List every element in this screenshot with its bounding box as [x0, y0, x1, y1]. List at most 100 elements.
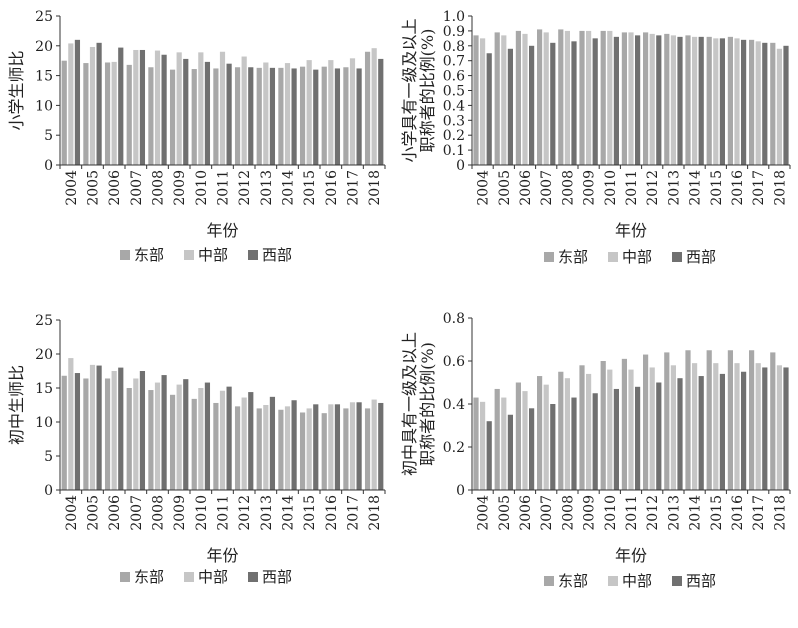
bar-中部-2004: [68, 43, 74, 165]
bar-西部-2007: [550, 42, 556, 165]
legend-swatch-东部: [544, 252, 554, 262]
x-tick-label: 2012: [645, 170, 661, 206]
x-tick-label: 2004: [64, 495, 80, 531]
bar-中部-2005: [89, 46, 96, 165]
bar-西部-2009: [592, 393, 598, 490]
bar-东部-2015: [299, 412, 306, 490]
bar-西部-2009: [592, 38, 598, 165]
bar-东部-2017: [749, 39, 755, 166]
x-tick-label: 2010: [194, 495, 210, 531]
bar-西部-2018: [378, 402, 384, 490]
bar-西部-2017: [762, 42, 768, 165]
bar-中部-2008: [564, 378, 570, 490]
bar-西部-2014: [291, 68, 297, 165]
bar-中部-2010: [607, 30, 613, 166]
bar-西部-2015: [313, 404, 319, 490]
bar-中部-2004: [68, 358, 74, 490]
x-axis-title: 年份: [206, 546, 238, 565]
chart-junior-teacher-ratio: 0 5 10 15 20 25 2004 2005 2006 2007 2008 2009 2010 20…: [7, 313, 386, 586]
bar-西部-2015: [313, 69, 319, 165]
y-tick-label: 5: [44, 449, 53, 465]
x-tick-label: 2009: [582, 495, 598, 531]
bar-东部-2015: [299, 66, 306, 165]
bar-中部-2006: [111, 61, 117, 165]
x-axis-title: 年份: [615, 546, 647, 565]
x-tick-label: 2007: [129, 170, 145, 206]
bar-东部-2010: [191, 69, 197, 165]
bar-东部-2007: [126, 388, 132, 490]
bar-西部-2016: [741, 39, 747, 166]
bar-西部-2014: [698, 36, 704, 165]
x-tick-label: 2007: [129, 495, 145, 531]
bar-中部-2004: [480, 401, 486, 490]
bar-西部-2013: [677, 36, 683, 165]
bar-中部-2012: [649, 33, 655, 165]
bar-东部-2006: [515, 30, 521, 166]
bar-中部-2009: [176, 52, 182, 165]
bar-东部-2006: [515, 382, 521, 490]
y-tick-label: 0.2: [443, 440, 465, 456]
x-tick-label: 2011: [624, 495, 640, 531]
legend-label-东部: 东部: [558, 572, 588, 590]
bar-西部-2013: [677, 378, 683, 490]
bar-西部-2004: [486, 421, 492, 490]
bar-东部-2014: [278, 67, 284, 165]
bar-中部-2008: [154, 382, 161, 490]
bar-东部-2005: [83, 63, 89, 165]
bar-东部-2004: [473, 397, 479, 490]
y-tick-label: 15: [35, 381, 53, 397]
bar-西部-2012: [656, 382, 662, 490]
bar-东部-2009: [169, 69, 176, 165]
bar-中部-2015: [713, 363, 719, 490]
bar-东部-2014: [685, 35, 691, 166]
bar-东部-2018: [364, 408, 371, 490]
y-tick-label: 25: [35, 313, 53, 329]
bar-中部-2011: [219, 390, 226, 490]
legend-swatch-东部: [120, 250, 130, 260]
y-tick-label: 20: [35, 39, 53, 55]
y-tick-label: 0.4: [443, 98, 465, 114]
bar-西部-2017: [356, 68, 362, 165]
bar-中部-2017: [755, 363, 761, 490]
bar-东部-2015: [706, 36, 712, 165]
bar-西部-2004: [74, 373, 81, 490]
legend-swatch-西部: [672, 576, 682, 586]
y-tick-label: 0: [456, 158, 465, 174]
y-tick-label: 15: [35, 69, 53, 85]
chart-junior-senior-title-share: 0 0.2 0.4 0.6 0.8 2004 2005 2006 2007 2008 2009 201…: [400, 311, 791, 590]
bar-东部-2018: [364, 51, 371, 166]
y-tick-label: 0.6: [443, 354, 465, 370]
legend-swatch-中部: [184, 250, 194, 260]
y-tick-label: 0.1: [443, 143, 465, 159]
bar-中部-2017: [349, 402, 356, 490]
x-tick-label: 2006: [518, 170, 534, 206]
bar-西部-2010: [204, 382, 211, 490]
x-tick-label: 2009: [582, 170, 598, 206]
bar-中部-2014: [692, 363, 698, 490]
x-tick-label: 2014: [688, 495, 704, 531]
bar-中部-2008: [154, 50, 161, 165]
bar-东部-2005: [494, 32, 500, 165]
bar-西部-2005: [96, 42, 102, 165]
bar-西部-2007: [139, 49, 146, 165]
bar-中部-2018: [776, 48, 782, 165]
bar-东部-2009: [169, 394, 176, 490]
y-tick-label: 0: [44, 158, 53, 174]
x-tick-label: 2005: [86, 170, 102, 206]
x-tick-label: 2005: [497, 495, 513, 531]
bar-东部-2004: [61, 375, 67, 490]
x-tick-label: 2015: [302, 170, 318, 206]
bar-中部-2010: [607, 369, 613, 490]
x-tick-label: 2011: [216, 170, 232, 206]
x-tick-label: 2009: [172, 495, 188, 531]
x-tick-label: 2017: [346, 495, 362, 531]
bar-中部-2007: [543, 384, 549, 490]
bar-西部-2007: [550, 404, 556, 490]
bar-西部-2005: [507, 48, 513, 165]
bar-西部-2016: [741, 371, 747, 490]
y-axis-title-line: 职称者的比例(%): [418, 342, 437, 466]
legend-label-东部: 东部: [558, 248, 588, 266]
x-tick-label: 2017: [751, 495, 767, 531]
bar-中部-2013: [670, 35, 676, 166]
bar-东部-2013: [664, 352, 670, 490]
